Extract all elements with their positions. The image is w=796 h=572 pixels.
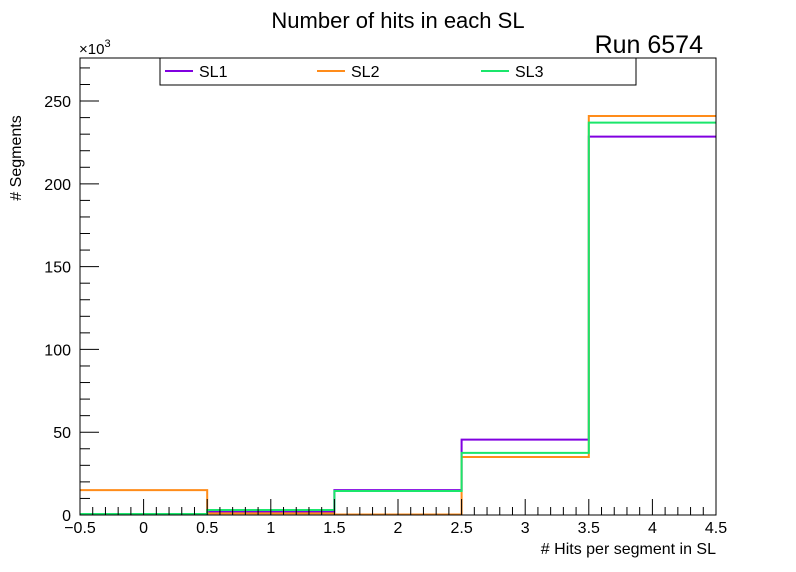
chart-title: Number of hits in each SL: [271, 8, 524, 33]
legend-box: [159, 57, 637, 86]
y-tick-label: 100: [44, 342, 71, 359]
x-tick-label: −0.5: [64, 520, 96, 537]
x-tick-label: 1.5: [323, 520, 345, 537]
legend-entry-sl2: SL2: [317, 64, 380, 81]
legend-entry-sl1: SL1: [165, 64, 228, 81]
x-tick-label: 2: [394, 520, 403, 537]
y-tick-label: 0: [62, 508, 71, 525]
legend-entries: SL1 SL2 SL3: [165, 64, 544, 81]
legend-label-sl2: SL2: [351, 64, 380, 81]
y-axis-label: # Segments: [8, 115, 25, 200]
y-tick-label: 200: [44, 177, 71, 194]
x-tick-label: 3: [521, 520, 530, 537]
x-axis-label: # Hits per segment in SL: [541, 541, 716, 558]
y-tick-label: 250: [44, 94, 71, 111]
legend: SL1 SL2 SL3: [159, 57, 637, 86]
x-tick-label: 4.5: [705, 520, 727, 537]
legend-label-sl3: SL3: [515, 64, 544, 81]
x-tick-label: 3.5: [578, 520, 600, 537]
run-annotation: Run 6574: [595, 31, 704, 59]
x-tick-label: 0.5: [196, 520, 218, 537]
y-multiplier: ×103: [79, 38, 111, 58]
x-tick-label: 2.5: [450, 520, 472, 537]
y-tick-label: 50: [53, 425, 71, 442]
y-multiplier-base: ×10: [79, 41, 104, 58]
x-tick-label: 0: [139, 520, 148, 537]
x-tick-label: 1: [266, 520, 275, 537]
y-multiplier-exponent: 3: [104, 38, 110, 50]
x-tick-label: 4: [648, 520, 657, 537]
legend-entry-sl3: SL3: [481, 64, 544, 81]
y-tick-label: 150: [44, 260, 71, 277]
legend-label-sl1: SL1: [199, 64, 228, 81]
